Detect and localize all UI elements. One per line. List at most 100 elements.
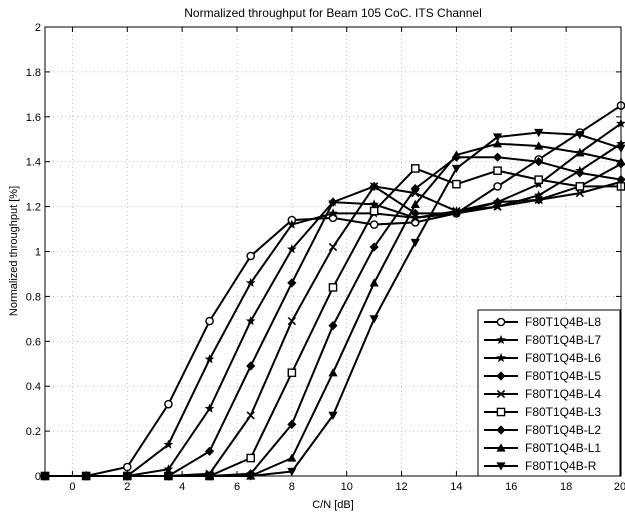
data-point [287, 368, 297, 378]
y-tick-label: 1 [35, 247, 41, 259]
x-tick-label: 10 [341, 481, 353, 493]
data-point [410, 238, 420, 248]
x-tick-label: 2 [124, 481, 130, 493]
legend-label: F80T1Q4B-L5 [525, 369, 601, 383]
data-point [452, 206, 461, 216]
y-tick-label: 0.2 [26, 426, 41, 438]
data-point [534, 128, 544, 138]
data-point [575, 188, 585, 198]
data-point [492, 139, 503, 148]
data-point [328, 368, 338, 377]
data-point [410, 184, 420, 194]
legend-marker [496, 389, 506, 399]
data-point [410, 208, 420, 218]
legend-label: F80T1Q4B-L6 [525, 351, 601, 365]
legend-label: F80T1Q4B-L4 [525, 387, 601, 401]
data-point [205, 316, 214, 326]
legend-marker [496, 334, 506, 345]
x-tick-label: 4 [179, 481, 185, 493]
y-tick-label: 1.8 [26, 67, 41, 79]
x-tick-label: 18 [560, 481, 572, 493]
chart-title: Normalized throughput for Beam 105 CoC. … [184, 6, 482, 20]
data-point [369, 220, 379, 229]
y-tick-label: 0.4 [26, 381, 41, 393]
data-point [369, 206, 379, 216]
legend-marker [496, 407, 506, 417]
data-point [328, 411, 338, 420]
legend-label: F80T1Q4B-L3 [525, 405, 601, 419]
data-point [534, 195, 543, 205]
data-point [245, 277, 256, 288]
data-point [492, 152, 503, 162]
y-tick-label: 0 [35, 471, 41, 483]
y-tick-label: 0.8 [26, 291, 41, 303]
data-point [204, 446, 215, 456]
data-point [575, 131, 585, 140]
x-tick-label: 12 [395, 481, 407, 493]
data-point [287, 419, 297, 429]
data-point [369, 278, 379, 287]
data-point [287, 316, 297, 326]
data-point [246, 361, 256, 371]
x-tick-label: 20 [614, 481, 625, 493]
y-tick-label: 1.4 [26, 157, 41, 169]
data-point [451, 164, 462, 174]
data-point [164, 399, 173, 409]
data-point [369, 199, 379, 209]
data-point [163, 464, 174, 474]
x-tick-label: 14 [450, 481, 462, 493]
legend-marker [496, 443, 506, 452]
legend-marker [496, 462, 506, 471]
data-point [369, 242, 379, 252]
x-axis-label: C/N [dB] [312, 499, 354, 511]
data-point [492, 133, 503, 142]
legend-label: F80T1Q4B-L7 [525, 333, 601, 347]
legend-marker [496, 425, 506, 435]
data-point [287, 244, 297, 254]
data-point [328, 242, 338, 252]
data-point [575, 148, 585, 157]
data-point [493, 202, 502, 211]
y-tick-label: 0.6 [26, 336, 41, 348]
data-point [287, 278, 297, 288]
legend-marker [496, 371, 506, 381]
data-point [328, 208, 338, 218]
data-point [328, 283, 338, 292]
data-point [328, 320, 338, 331]
data-point [246, 453, 256, 463]
data-point [287, 467, 297, 477]
legend-marker [496, 317, 506, 327]
data-point [452, 179, 461, 189]
legend-label: F80T1Q4B-L1 [525, 441, 601, 455]
y-axis-label: Normalized throughput [%] [8, 186, 20, 316]
data-point [287, 453, 297, 462]
data-point [493, 166, 502, 175]
data-point [122, 462, 132, 472]
x-tick-label: 0 [69, 481, 75, 493]
data-point [204, 354, 215, 364]
data-point [246, 251, 256, 261]
x-tick-label: 8 [289, 481, 295, 493]
data-point [204, 403, 215, 413]
data-point [575, 182, 585, 191]
data-point [328, 197, 338, 207]
x-tick-label: 6 [234, 481, 240, 493]
y-tick-label: 1.6 [26, 112, 41, 124]
data-point [493, 182, 502, 191]
legend: F80T1Q4B-L8 F80T1Q4B-L7 F80T1Q4B-L6 F80T1Q4… [477, 309, 621, 477]
plot-frame [44, 26, 622, 477]
data-point [369, 315, 379, 324]
data-point [410, 164, 420, 173]
legend-label: F80T1Q4B-R [525, 459, 597, 473]
data-point [534, 175, 544, 184]
data-point [534, 141, 544, 150]
y-tick-label: 2 [35, 22, 41, 34]
y-tick-label: 1.2 [26, 202, 41, 214]
data-point [575, 168, 585, 178]
data-point [451, 150, 462, 159]
legend-label: F80T1Q4B-L8 [525, 315, 601, 329]
data-point [533, 190, 544, 200]
data-point [246, 411, 255, 420]
legend-label: F80T1Q4B-L2 [525, 423, 601, 437]
